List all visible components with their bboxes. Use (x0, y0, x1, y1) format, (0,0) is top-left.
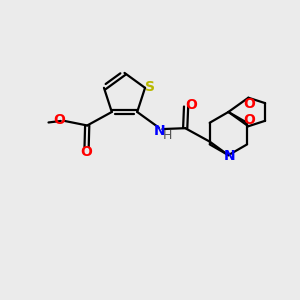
Text: O: O (243, 113, 255, 127)
Text: S: S (146, 80, 155, 94)
Text: O: O (186, 98, 197, 112)
Text: O: O (80, 146, 92, 160)
Text: O: O (243, 97, 255, 111)
Text: N: N (224, 149, 235, 163)
Text: H: H (163, 130, 172, 142)
Text: O: O (53, 113, 65, 127)
Text: N: N (154, 124, 166, 138)
